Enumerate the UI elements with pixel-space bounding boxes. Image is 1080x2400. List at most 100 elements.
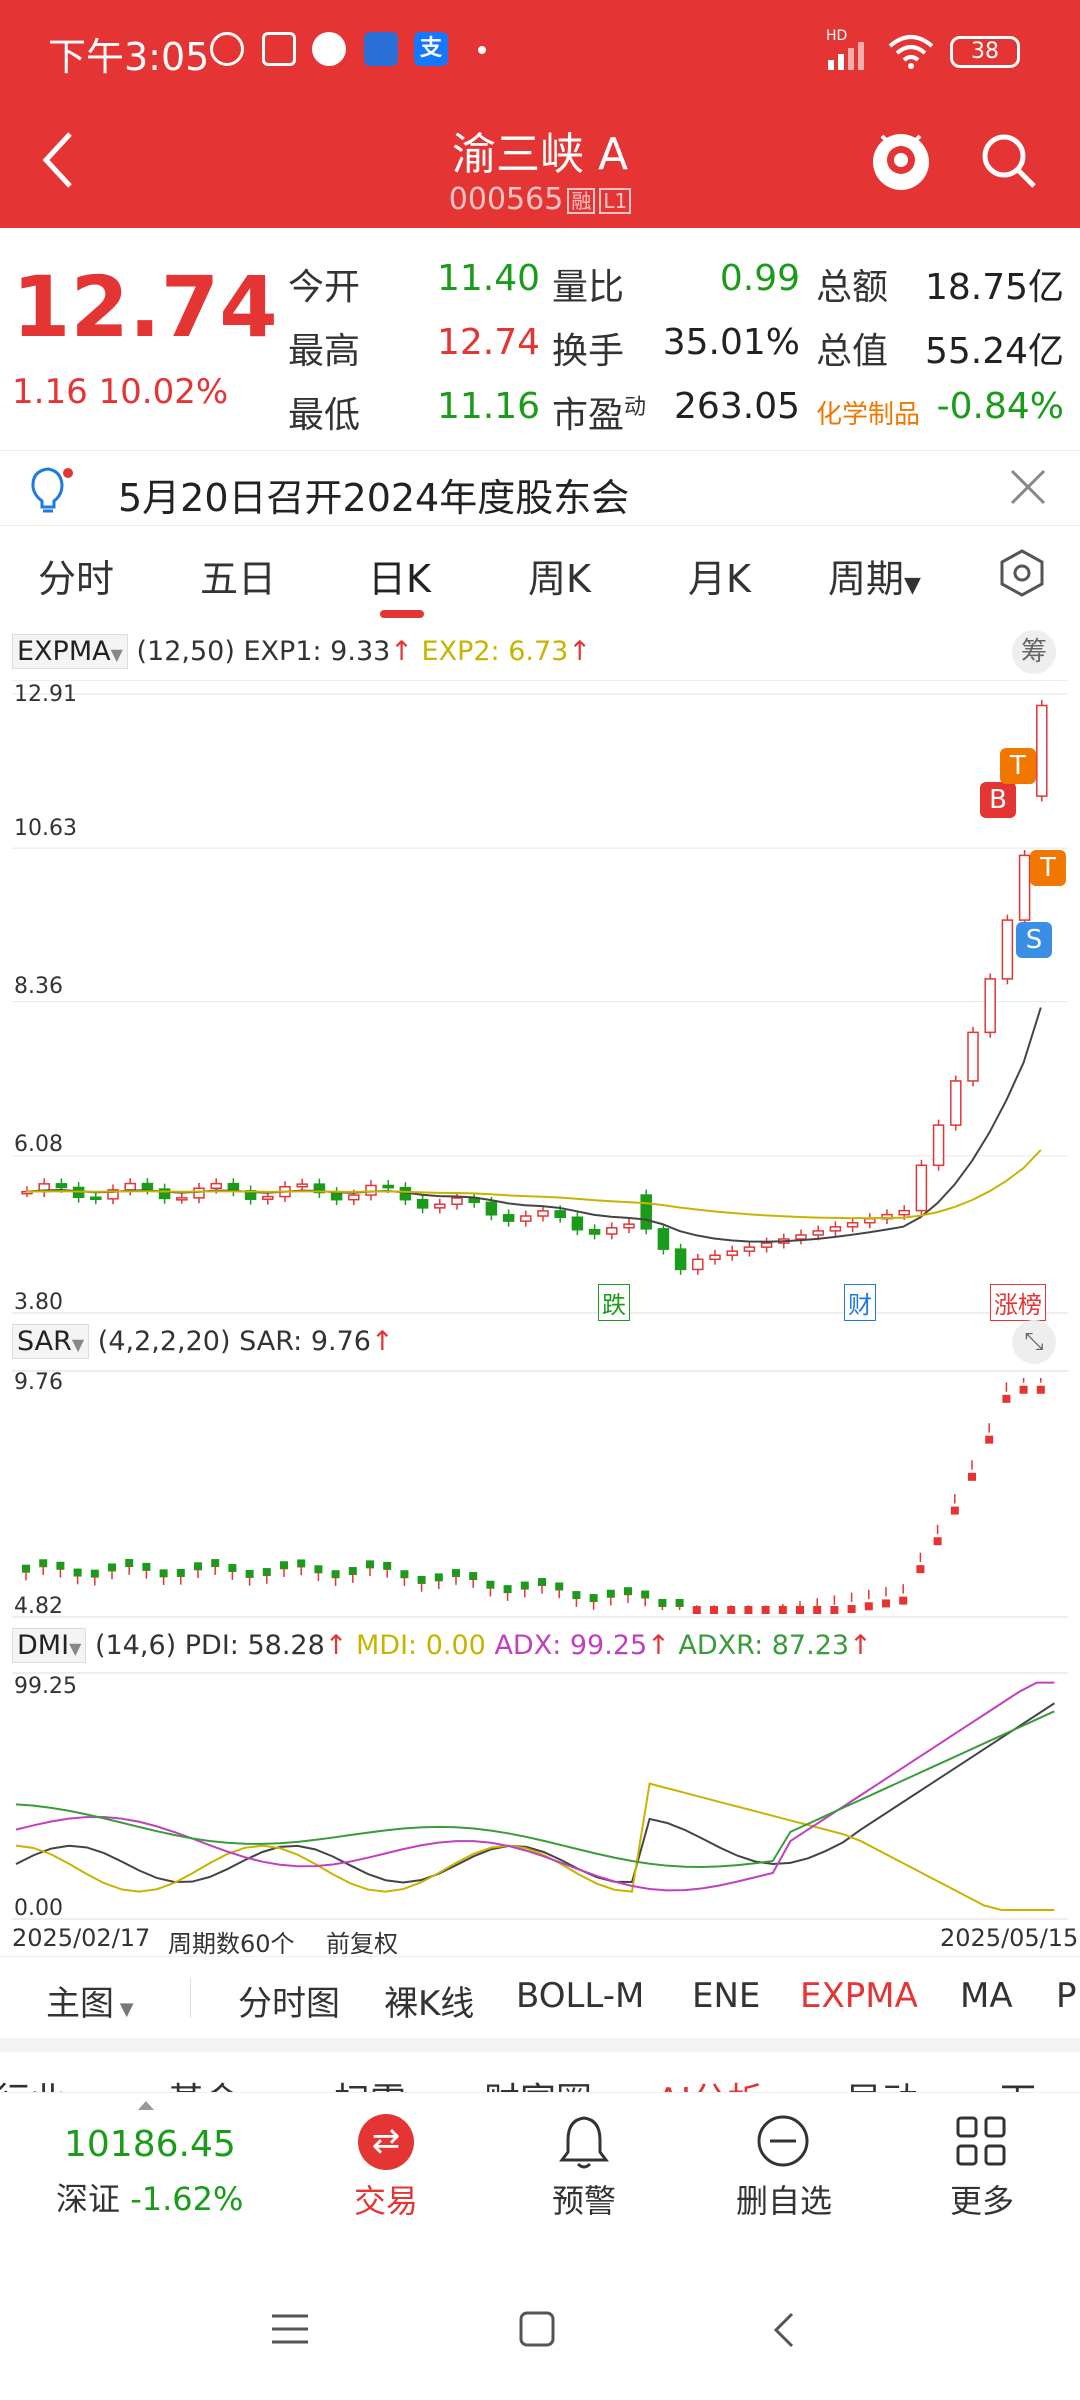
candle-body [760,1242,773,1248]
x-axis-end: 2025/05/15 [940,1924,1079,1952]
tab-period[interactable]: 周期▼ [828,548,921,603]
dmi-selector[interactable]: DMI▼ [12,1628,87,1663]
quote-value: -0.84% [936,386,1064,427]
x-axis-adjust[interactable]: 前复权 [326,1930,398,1958]
quote-label: 今开 [288,267,361,308]
index-summary[interactable]: 深证 -1.62% [56,2174,243,2220]
menu-icon[interactable] [270,2312,310,2346]
close-icon[interactable] [1008,467,1048,507]
settings-icon[interactable] [998,548,1046,598]
signal-t-1[interactable]: T [1000,748,1036,784]
tab-weekly-k[interactable]: 周K [528,557,591,601]
sar-value: SAR: 9.76 [239,1326,371,1357]
exp1-line [25,1007,1042,1243]
quote-label: 市盈动 [552,395,647,436]
mascot-icon[interactable] [868,124,934,194]
event-tag-limit-up[interactable]: 涨榜 [990,1284,1046,1321]
remove-watchlist-icon[interactable] [754,2112,812,2170]
candle-body [967,1031,979,1082]
expma-selector[interactable]: EXPMA▼ [12,634,128,669]
dmi-chart[interactable] [12,1672,1068,1920]
back-nav-icon[interactable] [770,2310,798,2350]
candle-body [107,1189,119,1200]
quote-value: 35.01% [662,322,800,363]
signal-t-2[interactable]: T [1030,850,1066,886]
bell-icon[interactable] [556,2112,612,2172]
sar-dot [624,1587,632,1596]
sar-dot [400,1570,409,1579]
tab-intraday[interactable]: 分时 [38,557,115,601]
app-notify-icon-3 [364,32,398,66]
trade-icon[interactable]: ⇄ [358,2114,414,2170]
chart-tab-partial[interactable]: P [1056,1976,1077,2016]
sar-dot [864,1602,873,1611]
sar-dot [22,1564,30,1573]
sar-dot [434,1573,443,1582]
up-arrow-icon: ↑ [568,636,591,667]
stock-code-row: 000565 融 L1 [0,182,1080,217]
home-icon[interactable] [518,2310,556,2348]
quote-label[interactable]: 化学制品 [816,400,921,430]
func-ai-analysis[interactable]: AI分析 [656,2072,763,2092]
change-percent: 10.02% [98,372,229,412]
quote-value: 0.99 [719,258,800,299]
notice-bar[interactable]: 5月20日召开2024年度股东会 [0,450,1080,526]
more-grid-icon[interactable] [954,2114,1008,2168]
expand-icon[interactable]: ⤡ [1012,1320,1056,1364]
signal-buy[interactable]: B [980,782,1016,818]
sar-dot [245,1569,254,1578]
func-risk-scan[interactable]: 扫雷 [334,2072,406,2092]
candle-body [640,1194,652,1230]
sar-dot [39,1559,48,1568]
chart-tab-expma[interactable]: EXPMA [800,1976,918,2016]
sar-selector[interactable]: SAR▼ [12,1324,90,1359]
sar-dot [555,1582,564,1591]
sar-ytick-0: 9.76 [14,1370,63,1395]
index-value[interactable]: 10186.45 [64,2124,236,2165]
candle-body [692,1258,704,1271]
nav-trade[interactable]: 交易 [353,2182,418,2220]
event-tag-drop[interactable]: 跌 [598,1284,630,1321]
func-fund[interactable]: 基金 [168,2072,240,2092]
candle-body [674,1248,687,1271]
func-wealth-circle[interactable]: 财富圈 [484,2072,592,2092]
candle-body [932,1124,945,1167]
chart-tab-naked-k[interactable]: 裸K线 [384,1984,475,2024]
divider [190,1978,191,2018]
mdi-line [15,1782,1055,1911]
chip-distribution-button[interactable]: 筹 [1012,630,1056,674]
expma-chart[interactable] [12,680,1068,1314]
candle-body [1036,704,1048,797]
expma-ytick-0: 12.91 [14,682,77,707]
tab-daily-k[interactable]: 日K [368,557,431,601]
up-arrow-icon: ↑ [647,1630,670,1661]
func-movement[interactable]: 异动 [846,2072,918,2092]
candle-body [588,1228,601,1235]
back-icon[interactable] [40,130,76,190]
active-tab-indicator [380,610,424,618]
chart-tab-intraday[interactable]: 分时图 [238,1984,340,2024]
nav-more[interactable]: 更多 [949,2182,1014,2220]
candle-body [743,1246,756,1252]
tab-five-day[interactable]: 五日 [200,557,277,601]
chart-tab-boll[interactable]: BOLL-M [516,1976,645,2016]
event-tag-finance[interactable]: 财 [844,1284,876,1321]
chart-tab-ma[interactable]: MA [960,1976,1013,2016]
signal-sell[interactable]: S [1016,922,1052,958]
nav-alert[interactable]: 预警 [551,2182,616,2220]
func-more[interactable]: 下 [1000,2072,1036,2092]
section-gap [0,2038,1080,2052]
sar-dot [297,1559,306,1568]
sar-chart[interactable] [12,1370,1068,1618]
expma-ytick-3: 6.08 [14,1132,63,1157]
expma-params: (12,50) [136,636,235,667]
candle-body [313,1183,326,1194]
func-industry[interactable]: 行业 [0,2072,66,2092]
tab-monthly-k[interactable]: 月K [688,557,751,601]
nav-remove-watchlist[interactable]: 删自选 [735,2182,832,2220]
chart-tab-ene[interactable]: ENE [692,1976,761,2016]
search-icon[interactable] [980,132,1038,190]
main-chart-selector[interactable]: 主图 ▼ [46,1976,134,2025]
sar-dot [452,1569,460,1578]
sar-params: (4,2,2,20) [97,1326,231,1357]
